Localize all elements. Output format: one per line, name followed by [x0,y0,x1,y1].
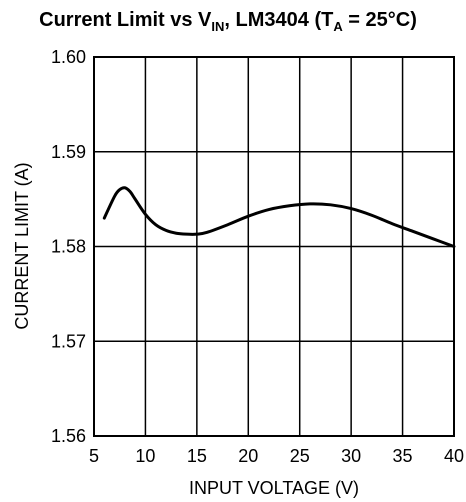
y-tick-label: 1.60 [51,47,86,67]
x-tick-label: 40 [444,446,464,466]
chart-title-end: = 25°C) [343,9,417,31]
chart-title-main: Current Limit vs V [39,9,212,31]
x-tick-labels: 5 10 15 20 25 30 35 40 [89,446,464,466]
x-tick-label: 10 [135,446,155,466]
y-tick-label: 1.58 [51,237,86,257]
chart-title-ta-subscript: A [333,19,343,34]
y-tick-labels: 1.56 1.57 1.58 1.59 1.60 [51,47,86,446]
x-tick-label: 5 [89,446,99,466]
chart-title: Current Limit vs VIN, LM3404 (TA = 25°C) [39,9,417,34]
y-axis-label: CURRENT LIMIT (A) [12,162,32,329]
x-tick-label: 15 [187,446,207,466]
chart-title-vin-subscript: IN [211,19,224,34]
x-tick-label: 35 [393,446,413,466]
chart-title-middle: , LM3404 (T [224,9,333,31]
y-tick-label: 1.56 [51,426,86,446]
x-tick-label: 25 [290,446,310,466]
y-tick-label: 1.59 [51,142,86,162]
y-tick-label: 1.57 [51,331,86,351]
x-tick-label: 30 [341,446,361,466]
x-tick-label: 20 [238,446,258,466]
x-axis-label: INPUT VOLTAGE (V) [189,478,359,498]
series-line-current-limit [102,186,456,248]
grid [94,57,454,436]
